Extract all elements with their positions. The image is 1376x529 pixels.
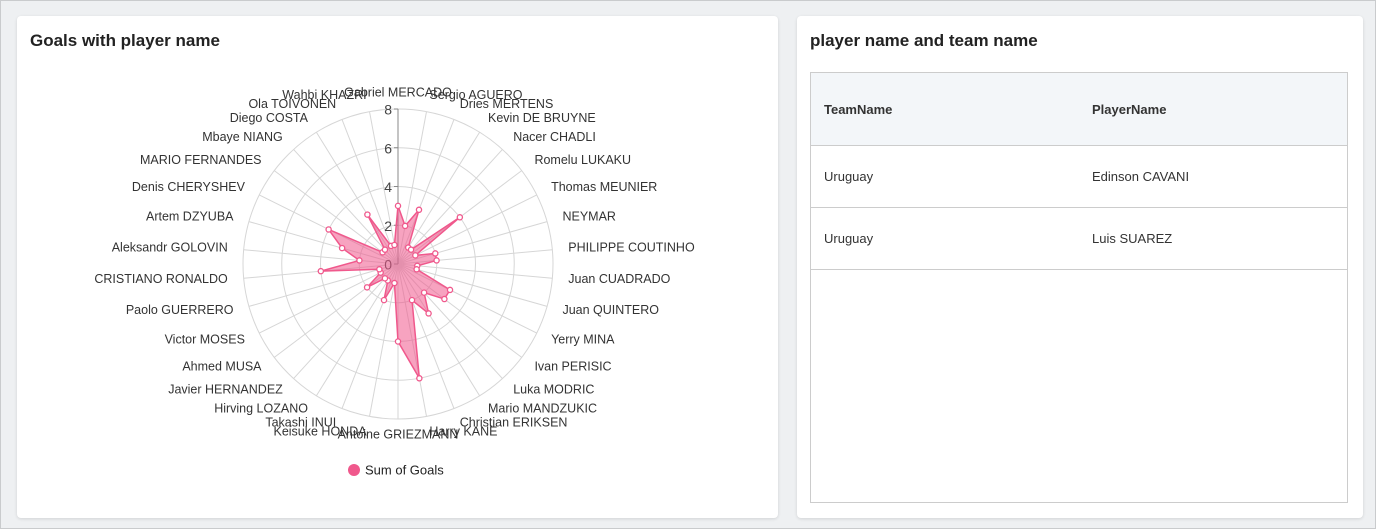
category-label: Christian ERIKSEN (460, 416, 568, 430)
table-row: Uruguay Edinson CAVANI (811, 146, 1347, 208)
point (325, 226, 332, 233)
category-label: Artem DZYUBA (146, 210, 234, 224)
category-label: Javier HERNANDEZ (168, 383, 283, 397)
category-label: NEYMAR (562, 210, 615, 224)
category-label: Takashi INUI (265, 416, 336, 430)
category-label: Ivan PERISIC (534, 359, 611, 373)
point (391, 279, 398, 287)
spoke (369, 263, 399, 417)
point (376, 266, 383, 273)
category-label: Ahmed MUSA (182, 359, 262, 373)
y-tick-label: 8 (384, 102, 392, 118)
category-label: MARIO FERNANDES (140, 153, 262, 167)
spoke (397, 149, 503, 265)
category-label: Keisuke HONDA (273, 424, 367, 438)
point (416, 375, 423, 382)
legend-swatch (348, 464, 360, 476)
table-cell: Uruguay (824, 169, 874, 184)
point (380, 296, 388, 304)
table-header: TeamName PlayerName (811, 73, 1347, 146)
category-label: Denis CHERYSHEV (132, 180, 246, 194)
category-label: Mbaye NIANG (202, 130, 283, 144)
point (394, 202, 402, 210)
category-label: Harry KANE (429, 424, 497, 438)
spoke (341, 119, 399, 265)
point (363, 284, 371, 291)
table-row: Uruguay Luis SUAREZ (811, 208, 1347, 270)
point (425, 310, 432, 317)
category-label: Aleksandr GOLOVIN (112, 241, 228, 255)
spoke (293, 149, 399, 265)
point (401, 222, 409, 230)
table-cell: Uruguay (824, 231, 874, 246)
category-label: Diego COSTA (230, 111, 309, 125)
point (408, 296, 416, 304)
category-label: Thomas MEUNIER (551, 180, 657, 194)
category-label: Wahbi KHAZRI (282, 88, 366, 102)
category-label: Antoine GRIEZMANN (338, 427, 459, 441)
category-label: Kevin DE BRUYNE (488, 111, 596, 125)
category-label: Gabriel MERCADO (344, 85, 452, 99)
point (381, 275, 389, 282)
category-label: Ola TOIVONEN (248, 97, 336, 111)
table-panel: player name and team name TeamName Player… (797, 16, 1363, 518)
category-label: Paolo GUERRERO (126, 303, 234, 317)
spoke (369, 111, 399, 265)
spoke (397, 194, 537, 265)
point (338, 244, 346, 252)
table-cell: Luis SUAREZ (1092, 231, 1173, 246)
y-tick-label: 2 (384, 218, 392, 234)
point (364, 211, 371, 218)
category-label: Romelu LUKAKU (534, 153, 631, 167)
category-label: Dries MERTENS (460, 97, 554, 111)
column-header: PlayerName (1092, 101, 1167, 117)
spoke (259, 263, 399, 334)
chart-title: Goals with player name (30, 31, 220, 50)
spoke (315, 263, 399, 397)
point (317, 267, 325, 275)
category-label: Juan QUINTERO (562, 303, 659, 317)
category-label: Yerry MINA (551, 333, 615, 347)
point (432, 250, 439, 257)
category-label: Hirving LOZANO (214, 402, 308, 416)
point (420, 289, 428, 296)
category-label: PHILIPPE COUTINHO (568, 241, 695, 255)
point (356, 257, 363, 264)
spoke (274, 170, 399, 265)
spoke (397, 131, 481, 265)
spoke (397, 263, 548, 307)
category-label: Victor MOSES (165, 333, 245, 347)
legend-label: Sum of Goals (365, 462, 444, 477)
spoke (397, 263, 553, 279)
point (446, 286, 454, 294)
spoke (293, 263, 399, 379)
category-label: CRISTIANO RONALDO (94, 272, 228, 286)
column-header: TeamName (824, 101, 893, 117)
category-label: Juan CUADRADO (568, 272, 670, 286)
category-label: Sergio AGUERO (429, 88, 522, 102)
category-label: Mario MANDZUKIC (488, 402, 597, 416)
chart-panel: Goals with player name Gabriel MERCADO Se… (17, 16, 778, 518)
y-tick-label: 4 (384, 179, 392, 195)
point (381, 246, 389, 253)
point (415, 206, 423, 214)
table: TeamName PlayerName Uruguay Edinson CAVANI U… (810, 72, 1348, 503)
y-tick-label: 6 (384, 140, 392, 156)
point (413, 266, 420, 273)
point (394, 338, 402, 345)
category-label: Nacer CHADLI (513, 130, 596, 144)
point (407, 246, 415, 253)
point (391, 241, 398, 249)
point (456, 214, 464, 221)
spoke (248, 263, 399, 307)
point (433, 257, 440, 264)
table-title: player name and team name (810, 31, 1038, 50)
point (441, 295, 448, 303)
category-label: Luka MODRIC (513, 383, 594, 397)
table-cell: Edinson CAVANI (1092, 169, 1190, 184)
point (412, 252, 419, 259)
